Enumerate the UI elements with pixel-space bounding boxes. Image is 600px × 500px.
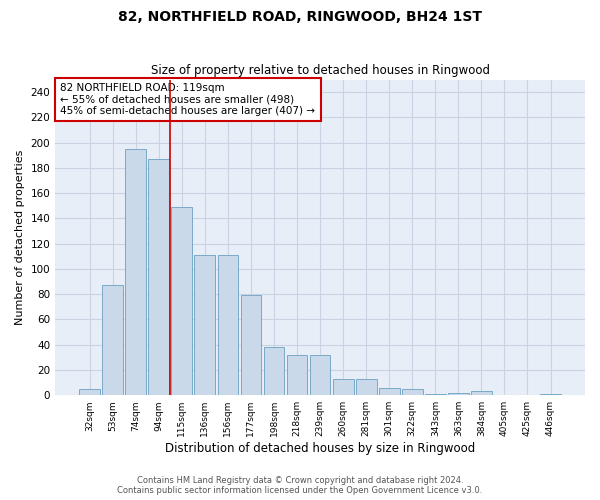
- Text: Contains HM Land Registry data © Crown copyright and database right 2024.
Contai: Contains HM Land Registry data © Crown c…: [118, 476, 482, 495]
- Bar: [148, 159, 169, 395]
- Bar: [471, 392, 492, 395]
- Bar: [287, 355, 307, 395]
- Bar: [379, 388, 400, 395]
- Bar: [194, 255, 215, 395]
- Bar: [102, 286, 123, 395]
- Bar: [402, 389, 422, 395]
- Y-axis label: Number of detached properties: Number of detached properties: [15, 150, 25, 325]
- Bar: [125, 149, 146, 395]
- X-axis label: Distribution of detached houses by size in Ringwood: Distribution of detached houses by size …: [165, 442, 475, 455]
- Text: 82 NORTHFIELD ROAD: 119sqm
← 55% of detached houses are smaller (498)
45% of sem: 82 NORTHFIELD ROAD: 119sqm ← 55% of deta…: [61, 82, 316, 116]
- Bar: [172, 207, 192, 395]
- Text: 82, NORTHFIELD ROAD, RINGWOOD, BH24 1ST: 82, NORTHFIELD ROAD, RINGWOOD, BH24 1ST: [118, 10, 482, 24]
- Bar: [241, 296, 262, 395]
- Bar: [218, 255, 238, 395]
- Bar: [540, 394, 561, 395]
- Bar: [448, 392, 469, 395]
- Bar: [356, 379, 377, 395]
- Bar: [310, 355, 331, 395]
- Bar: [425, 394, 446, 395]
- Bar: [333, 379, 353, 395]
- Bar: [79, 389, 100, 395]
- Bar: [263, 347, 284, 395]
- Title: Size of property relative to detached houses in Ringwood: Size of property relative to detached ho…: [151, 64, 490, 77]
